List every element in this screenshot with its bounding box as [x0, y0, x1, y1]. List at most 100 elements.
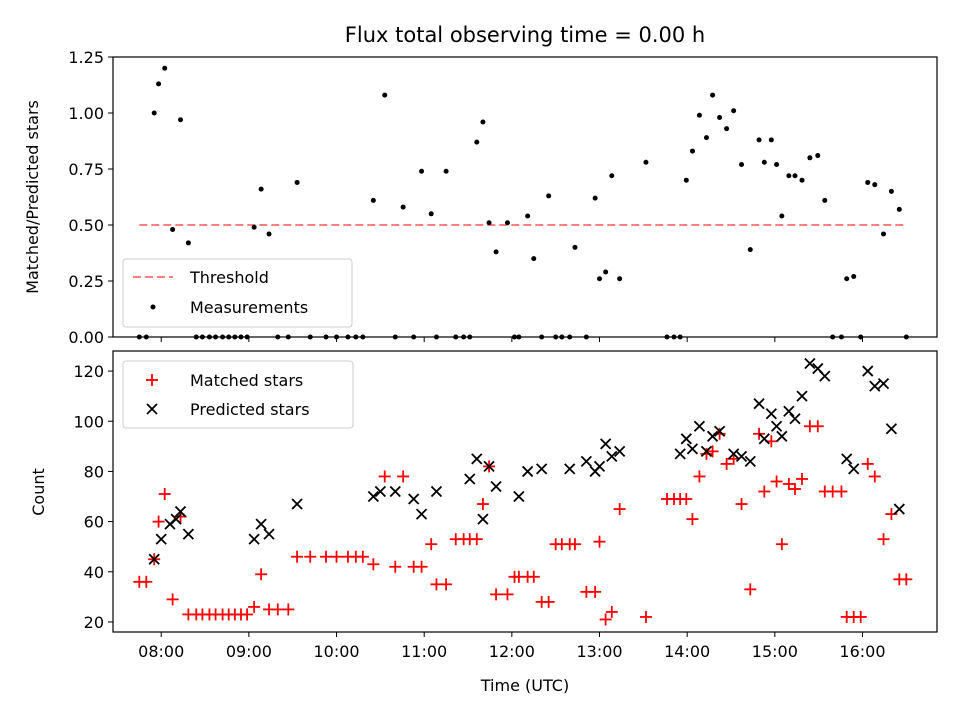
predicted-star-point: [819, 370, 831, 382]
matched-star-point: [490, 588, 503, 601]
predicted-star-point: [521, 465, 534, 478]
matched-star-point: [706, 445, 719, 458]
predicted-star-point: [415, 508, 428, 520]
predicted-star-point: [744, 455, 756, 468]
bottom-y-tick-label: 20: [84, 613, 104, 632]
matched-star-point: [605, 605, 618, 618]
measurement-point: [185, 240, 191, 246]
top-legend: Threshold Measurements: [122, 258, 353, 328]
measurement-point: [881, 231, 887, 237]
predicted-star-point: [727, 448, 740, 460]
ratio-panel: Flux total observing time = 0.00 h 0.000…: [23, 23, 938, 347]
matched-star-point: [589, 585, 602, 598]
predicted-star-point: [614, 445, 626, 457]
matched-legend-marker: [146, 374, 158, 386]
matched-star-point: [782, 477, 795, 490]
matched-star-point: [397, 470, 410, 483]
matched-star-point: [158, 488, 171, 501]
predicted-star-point: [776, 430, 788, 442]
measurement-point: [717, 114, 723, 120]
bottom-y-tick-label: 80: [84, 462, 104, 481]
predicted-star-point: [841, 453, 853, 465]
matched-star-point: [152, 515, 165, 528]
matched-star-point: [542, 595, 555, 608]
predicted-star-point: [580, 455, 592, 468]
matched-star-point: [835, 485, 848, 498]
matched-star-point: [861, 457, 874, 470]
matched-star-point: [440, 578, 453, 591]
matched-star-point: [593, 535, 606, 548]
predicted-star-point: [862, 365, 874, 377]
x-tick-label: 09:00: [226, 642, 272, 661]
measurement-point: [400, 204, 406, 210]
measurement-point: [531, 256, 537, 262]
predicted-legend-marker: [146, 403, 158, 415]
bottom-y-axis: 20 40 60 80 100 120: [73, 362, 113, 632]
x-tick-label: 10:00: [313, 642, 359, 661]
measurement-point: [747, 247, 753, 253]
measurement-point: [851, 274, 857, 280]
predicted-star-point: [374, 485, 386, 498]
predicted-star-point: [564, 463, 576, 475]
matched-star-point: [796, 472, 809, 485]
predicted-star-point: [758, 433, 770, 445]
bottom-legend: Matched stars Predicted stars: [122, 360, 354, 429]
measurement-point: [888, 188, 894, 194]
predicted-star-point: [783, 405, 795, 417]
predicted-star-point: [686, 443, 699, 455]
measurement-point: [177, 117, 183, 123]
chart-title: Flux total observing time = 0.00 h: [345, 23, 705, 47]
x-tick-label: 16:00: [839, 642, 885, 661]
bottom-y-tick-label: 120: [73, 362, 104, 381]
top-legend-box: [122, 258, 353, 328]
top-plot-frame: [112, 56, 938, 338]
measurement-point: [710, 92, 716, 98]
matched-star-point: [599, 613, 612, 626]
measurement-point: [896, 206, 902, 212]
predicted-legend-label: Predicted stars: [190, 400, 310, 419]
matched-stars-series: [133, 420, 913, 626]
measurement-point: [696, 112, 702, 118]
measurement-point: [609, 173, 615, 179]
measurement-point: [156, 81, 162, 87]
predicted-star-point: [789, 413, 801, 425]
bottom-y-axis-label: Count: [29, 468, 48, 516]
matched-star-point: [854, 610, 867, 623]
top-y-tick-label: 0.50: [68, 216, 104, 235]
predicted-star-point: [848, 463, 860, 475]
predicted-star-point: [869, 380, 881, 392]
measurements-series: [136, 65, 909, 340]
predicted-star-point: [155, 533, 167, 545]
matched-star-point: [291, 550, 304, 563]
matched-legend-label: Matched stars: [190, 371, 303, 390]
x-tick-label: 15:00: [752, 642, 798, 661]
predicted-star-point: [263, 528, 275, 540]
measurement-point: [592, 195, 598, 201]
top-y-tick-label: 1.25: [68, 48, 104, 67]
matched-star-point: [639, 610, 652, 623]
matched-star-point: [470, 533, 483, 546]
predicted-star-point: [430, 485, 443, 498]
x-tick-label: 13:00: [576, 642, 622, 661]
measurement-point: [768, 137, 774, 143]
matched-star-point: [140, 575, 153, 588]
bottom-plot-frame: [112, 350, 938, 633]
matched-star-point: [527, 570, 540, 583]
measurements-legend-label: Measurements: [190, 298, 308, 317]
measurement-point: [844, 276, 850, 282]
predicted-star-point: [765, 408, 777, 420]
matched-star-point: [877, 533, 890, 546]
top-y-tick-label: 1.00: [68, 104, 104, 123]
matched-star-point: [700, 447, 713, 460]
predicted-star-point: [713, 425, 726, 437]
matched-star-point: [501, 588, 514, 601]
matched-star-point: [788, 482, 801, 495]
measurement-point: [546, 193, 552, 199]
predicted-star-point: [174, 505, 187, 518]
predicted-star-point: [735, 450, 748, 463]
bottom-y-tick-label: 40: [84, 563, 104, 582]
predicted-star-point: [513, 490, 525, 503]
measurement-point: [756, 137, 762, 143]
